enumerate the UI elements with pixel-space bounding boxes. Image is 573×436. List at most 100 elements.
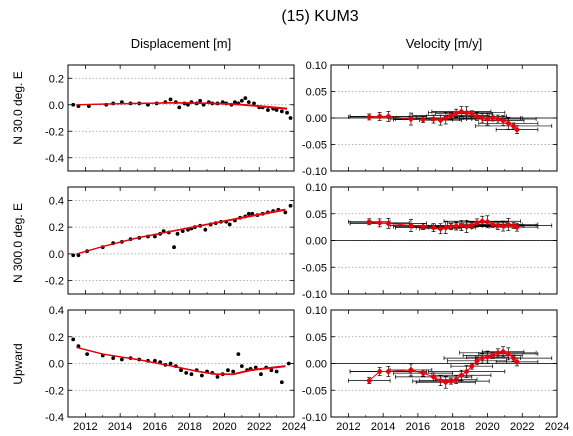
- velocity-point: [437, 225, 444, 232]
- velocity-point: [510, 122, 517, 130]
- velocity-point: [463, 368, 470, 375]
- velocity-point: [505, 221, 512, 228]
- data-point: [199, 373, 204, 378]
- y-tick-label: 0.2: [49, 332, 64, 344]
- velocity-point: [452, 222, 460, 230]
- data-point: [189, 372, 194, 377]
- data-point: [231, 369, 236, 374]
- velocity-point: [442, 114, 449, 122]
- velocity-point: [473, 219, 481, 227]
- data-point: [279, 380, 284, 385]
- y-tick-label: -0.05: [302, 385, 327, 397]
- data-point: [184, 370, 189, 375]
- y-tick-label: 0.0: [49, 249, 64, 261]
- figure-title: (15) KUM3: [281, 8, 358, 25]
- velocity-point: [479, 218, 486, 225]
- panel-displacement-upward: 0.4 0.2 0.0 -0.2 -0.4 2012 2014 2016 2018 2020 202…: [45, 305, 306, 433]
- velocity-point: [468, 222, 476, 229]
- data-point: [168, 97, 173, 102]
- velocity-point: [499, 222, 507, 230]
- velocity-point: [473, 113, 481, 120]
- data-point: [283, 210, 288, 215]
- row-label-n30e: N 30.0 deg. E: [11, 71, 25, 144]
- velocity-point: [447, 223, 455, 230]
- fit-line: [76, 210, 286, 255]
- velocity-point: [437, 116, 444, 124]
- row-label-n300e: N 300.0 deg. E: [11, 203, 25, 283]
- plot-frame: [330, 64, 558, 172]
- row-label-upward: Upward: [11, 343, 25, 384]
- y-tick-label: 0.00: [306, 236, 327, 248]
- velocity-point: [484, 353, 491, 361]
- velocity-point: [463, 223, 470, 230]
- data-point: [215, 374, 220, 379]
- panel-velocity-upward: 0.10 0.05 0.00 -0.05 -0.10 2012 2014 2016 2018 20…: [302, 305, 569, 433]
- panel-displacement-n300e: 0.4 0.2 0.0 -0.2: [45, 186, 295, 295]
- velocity-point: [484, 115, 491, 123]
- velocity-point: [463, 109, 470, 116]
- y-tick-label: 0.10: [306, 182, 327, 194]
- velocity-point: [489, 352, 496, 359]
- data-point: [227, 222, 232, 227]
- y-tick-label: 0.0: [49, 100, 64, 112]
- velocity-point: [407, 115, 415, 123]
- velocity-point: [499, 117, 507, 124]
- column-title-velocity: Velocity [m/y]: [406, 36, 483, 51]
- data-point: [172, 245, 176, 250]
- data-point: [269, 368, 274, 373]
- y-tick-label: -0.2: [45, 385, 64, 397]
- velocity-point: [473, 357, 481, 365]
- data-point: [232, 100, 237, 104]
- data-point: [253, 365, 258, 370]
- velocity-point: [513, 358, 521, 366]
- velocity-point: [505, 120, 512, 127]
- data-point: [259, 372, 263, 377]
- data-point: [252, 101, 256, 106]
- plot-frame: [67, 309, 295, 418]
- velocity-point: [419, 116, 427, 123]
- x-tick-label: 2016: [143, 421, 167, 433]
- data-point: [71, 102, 76, 107]
- x-tick-label: 2022: [510, 421, 534, 433]
- data-point: [279, 109, 284, 114]
- data-point: [246, 100, 251, 104]
- panel-displacement-n30e: 0.2 0.0 -0.2 -0.4: [45, 64, 295, 172]
- velocity-point: [376, 113, 383, 120]
- velocity-point: [419, 223, 427, 230]
- data-point: [71, 337, 76, 342]
- y-tick-label: 0.2: [49, 73, 64, 85]
- y-tick-label: 0.4: [49, 195, 64, 207]
- velocity-point: [430, 224, 437, 231]
- x-tick-label: 2024: [545, 421, 569, 433]
- x-tick-label: 2020: [212, 421, 236, 433]
- data-point: [119, 357, 124, 362]
- velocity-point: [479, 114, 486, 122]
- velocity-point: [458, 222, 465, 229]
- y-tick-label: 0.05: [306, 87, 327, 99]
- y-tick-label: 0.2: [49, 222, 64, 234]
- velocity-point: [442, 224, 449, 231]
- y-tick-label: 0.05: [306, 209, 327, 221]
- data-point: [274, 369, 279, 374]
- velocity-point: [510, 222, 517, 229]
- data-point: [198, 98, 203, 103]
- velocity-point: [437, 377, 444, 384]
- x-tick-label: 2020: [475, 421, 499, 433]
- velocity-point: [499, 348, 507, 355]
- velocity-point: [376, 368, 383, 375]
- y-tick-label: -0.10: [302, 289, 327, 301]
- plot-frame: [67, 186, 295, 295]
- y-tick-label: 0.00: [306, 113, 327, 125]
- y-tick-label: -0.4: [45, 412, 64, 424]
- velocity-point: [430, 373, 437, 381]
- velocity-point: [484, 218, 491, 225]
- x-tick-label: 2016: [406, 421, 430, 433]
- y-tick-label: -0.10: [302, 412, 327, 424]
- y-tick-label: 0.00: [306, 359, 327, 371]
- plot-frame: [330, 309, 558, 418]
- x-tick-label: 2012: [336, 421, 360, 433]
- velocity-point: [366, 377, 373, 384]
- y-tick-label: 0.10: [306, 305, 327, 317]
- velocity-point: [505, 350, 512, 358]
